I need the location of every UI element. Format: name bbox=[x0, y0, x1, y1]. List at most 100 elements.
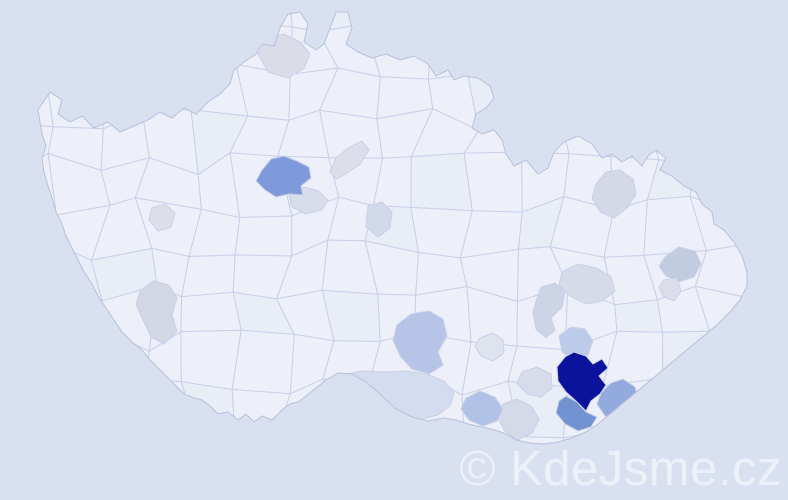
district-cell[interactable] bbox=[317, 0, 368, 33]
district-cell[interactable] bbox=[234, 215, 293, 257]
district-cell[interactable] bbox=[6, 152, 58, 216]
district-cell[interactable] bbox=[141, 72, 192, 112]
district-cell[interactable] bbox=[141, 423, 200, 483]
district-cell[interactable] bbox=[180, 0, 249, 31]
district-r08-gray[interactable] bbox=[558, 263, 616, 305]
district-cell[interactable] bbox=[753, 290, 788, 337]
district-r09-gray[interactable] bbox=[532, 282, 566, 339]
district-cell[interactable] bbox=[3, 337, 66, 386]
district-cell[interactable] bbox=[565, 0, 614, 36]
district-cell[interactable] bbox=[231, 329, 295, 395]
district-cell[interactable] bbox=[686, 0, 745, 44]
district-r20-dark-navy[interactable] bbox=[556, 351, 609, 412]
district-cell[interactable] bbox=[100, 24, 155, 89]
district-cell[interactable] bbox=[0, 419, 64, 480]
district-cell[interactable] bbox=[660, 374, 703, 425]
district-cell[interactable] bbox=[750, 329, 784, 392]
district-cell[interactable] bbox=[142, 467, 204, 500]
district-cell[interactable] bbox=[463, 151, 523, 213]
district-cell[interactable] bbox=[555, 21, 610, 89]
district-cell[interactable] bbox=[0, 0, 65, 37]
district-cell[interactable] bbox=[605, 109, 660, 161]
district-cell[interactable] bbox=[180, 254, 236, 298]
district-cell[interactable] bbox=[0, 33, 56, 74]
district-cell[interactable] bbox=[61, 378, 97, 441]
district-cell[interactable] bbox=[50, 460, 109, 500]
district-r02-gray[interactable] bbox=[329, 140, 370, 180]
district-cell[interactable] bbox=[317, 416, 382, 476]
district-r15-light-blue[interactable] bbox=[392, 310, 448, 375]
district-cell[interactable] bbox=[199, 467, 248, 500]
district-cell[interactable] bbox=[0, 379, 65, 438]
district-cell[interactable] bbox=[145, 0, 201, 31]
district-r10-gray-light[interactable] bbox=[474, 332, 505, 362]
district-r17-light-blue[interactable] bbox=[460, 390, 504, 427]
district-cell[interactable] bbox=[737, 29, 784, 79]
district-cell[interactable] bbox=[427, 25, 469, 80]
district-cell[interactable] bbox=[44, 71, 104, 130]
district-cell[interactable] bbox=[645, 21, 709, 88]
district-cell[interactable] bbox=[745, 65, 788, 116]
district-cell[interactable] bbox=[429, 0, 468, 36]
district-cell[interactable] bbox=[516, 118, 570, 155]
district-cell[interactable] bbox=[231, 388, 292, 439]
district-cell[interactable] bbox=[701, 330, 752, 387]
district-cell[interactable] bbox=[686, 374, 750, 426]
district-cell[interactable] bbox=[559, 113, 612, 158]
district-cell[interactable] bbox=[735, 167, 788, 214]
district-cell[interactable] bbox=[509, 467, 569, 500]
district-cell[interactable] bbox=[660, 419, 703, 480]
district-cell[interactable] bbox=[608, 0, 649, 23]
district-cell[interactable] bbox=[61, 436, 111, 479]
district-cell[interactable] bbox=[364, 0, 434, 27]
district-cell[interactable] bbox=[463, 33, 521, 75]
district-cell[interactable] bbox=[687, 38, 747, 88]
district-cell[interactable] bbox=[741, 112, 788, 170]
district-cell[interactable] bbox=[59, 290, 104, 349]
district-cell[interactable] bbox=[737, 0, 785, 41]
district-cell[interactable] bbox=[595, 419, 664, 482]
district-cell[interactable] bbox=[283, 470, 342, 500]
district-cell[interactable] bbox=[89, 430, 143, 483]
district-r07-gray[interactable] bbox=[591, 169, 637, 219]
district-cell[interactable] bbox=[193, 423, 248, 471]
district-r14-gray[interactable] bbox=[658, 277, 682, 302]
district-cell[interactable] bbox=[0, 63, 54, 128]
district-cell[interactable] bbox=[463, 0, 523, 36]
district-cell[interactable] bbox=[44, 35, 106, 89]
district-cell[interactable] bbox=[96, 460, 148, 500]
district-cell[interactable] bbox=[467, 63, 518, 132]
district-cell[interactable] bbox=[600, 77, 661, 115]
district-cell[interactable] bbox=[414, 430, 478, 478]
district-cell[interactable] bbox=[699, 462, 741, 500]
district-cell[interactable] bbox=[377, 423, 427, 479]
district-cell[interactable] bbox=[600, 21, 661, 89]
district-cell[interactable] bbox=[12, 290, 66, 349]
district-cell[interactable] bbox=[378, 470, 427, 500]
district-cell[interactable] bbox=[687, 77, 747, 133]
district-r13-blue-gray[interactable] bbox=[658, 246, 702, 283]
district-cell[interactable] bbox=[644, 77, 695, 133]
district-cell[interactable] bbox=[104, 0, 155, 42]
district-cell[interactable] bbox=[661, 330, 711, 379]
district-r11-gray[interactable] bbox=[516, 366, 553, 398]
district-cell[interactable] bbox=[180, 329, 242, 391]
district-cell[interactable] bbox=[562, 427, 619, 482]
district-cell[interactable] bbox=[180, 291, 242, 333]
district-cell[interactable] bbox=[739, 424, 788, 482]
district-cell[interactable] bbox=[422, 463, 477, 500]
district-cell[interactable] bbox=[13, 239, 61, 298]
district-cell[interactable] bbox=[6, 202, 58, 244]
district-cell[interactable] bbox=[511, 436, 570, 474]
district-cell[interactable] bbox=[596, 480, 663, 500]
district-cell[interactable] bbox=[655, 462, 702, 500]
district-cell[interactable] bbox=[143, 24, 201, 80]
district-cell[interactable] bbox=[233, 426, 284, 471]
district-cell[interactable] bbox=[741, 468, 788, 500]
district-cell[interactable] bbox=[63, 328, 104, 381]
district-cell[interactable] bbox=[227, 470, 291, 500]
district-r12-gray[interactable] bbox=[496, 398, 540, 441]
district-cell[interactable] bbox=[318, 470, 381, 500]
district-cell[interactable] bbox=[693, 112, 747, 170]
